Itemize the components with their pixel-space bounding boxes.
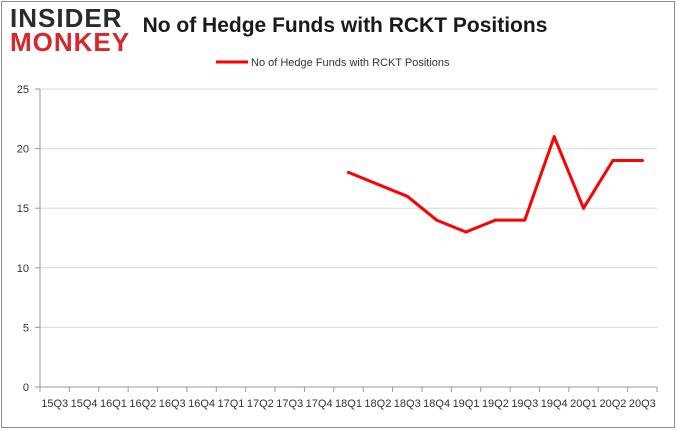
insider-monkey-logo: INSIDER MONKEY bbox=[10, 3, 131, 57]
x-tick-label-17Q4: 17Q4 bbox=[306, 398, 333, 410]
x-tick-label-16Q2: 16Q2 bbox=[129, 398, 156, 410]
x-tick-label-18Q4: 18Q4 bbox=[423, 398, 450, 410]
x-tick-label-19Q4: 19Q4 bbox=[541, 398, 568, 410]
legend-label: No of Hedge Funds with RCKT Positions bbox=[251, 57, 450, 69]
x-tick-label-20Q1: 20Q1 bbox=[570, 398, 597, 410]
x-tick-label-18Q3: 18Q3 bbox=[394, 398, 421, 410]
y-tick-label-15: 15 bbox=[17, 203, 29, 215]
x-tick-label-16Q4: 16Q4 bbox=[188, 398, 215, 410]
chart-title: No of Hedge Funds with RCKT Positions bbox=[142, 14, 548, 37]
x-tick-label-20Q2: 20Q2 bbox=[599, 398, 626, 410]
y-tick-label-10: 10 bbox=[17, 263, 29, 275]
data-point-18Q2 bbox=[376, 182, 380, 186]
x-tick-label-19Q2: 19Q2 bbox=[482, 398, 509, 410]
y-tick-label-0: 0 bbox=[23, 382, 29, 394]
logo-line-2: MONKEY bbox=[10, 27, 131, 57]
data-point-18Q4 bbox=[435, 218, 439, 222]
x-tick-label-19Q1: 19Q1 bbox=[453, 398, 480, 410]
y-tick-label-20: 20 bbox=[17, 144, 29, 156]
x-tick-label-15Q4: 15Q4 bbox=[71, 398, 98, 410]
x-tick-label-19Q3: 19Q3 bbox=[511, 398, 538, 410]
data-point-18Q3 bbox=[405, 194, 409, 198]
series-line-0 bbox=[347, 135, 644, 234]
x-tick-label-15Q3: 15Q3 bbox=[41, 398, 68, 410]
x-tick-label-17Q2: 17Q2 bbox=[247, 398, 274, 410]
x-tick-label-17Q1: 17Q1 bbox=[218, 398, 245, 410]
x-tick-label-18Q2: 18Q2 bbox=[364, 398, 391, 410]
y-tick-label-5: 5 bbox=[23, 322, 29, 334]
data-point-20Q3 bbox=[640, 159, 644, 163]
data-point-19Q2 bbox=[493, 218, 497, 222]
data-point-20Q2 bbox=[611, 159, 615, 163]
data-point-19Q4 bbox=[552, 135, 556, 139]
data-point-20Q1 bbox=[582, 206, 586, 210]
x-tick-label-17Q3: 17Q3 bbox=[276, 398, 303, 410]
x-tick-label-16Q3: 16Q3 bbox=[159, 398, 186, 410]
x-tick-label-16Q1: 16Q1 bbox=[100, 398, 127, 410]
x-tick-label-18Q1: 18Q1 bbox=[335, 398, 362, 410]
y-tick-label-25: 25 bbox=[17, 84, 29, 96]
data-point-19Q1 bbox=[464, 230, 468, 234]
data-point-19Q3 bbox=[523, 218, 527, 222]
x-tick-label-20Q3: 20Q3 bbox=[629, 398, 656, 410]
logo-line-1: INSIDER bbox=[10, 3, 123, 33]
data-point-18Q1 bbox=[347, 170, 350, 174]
